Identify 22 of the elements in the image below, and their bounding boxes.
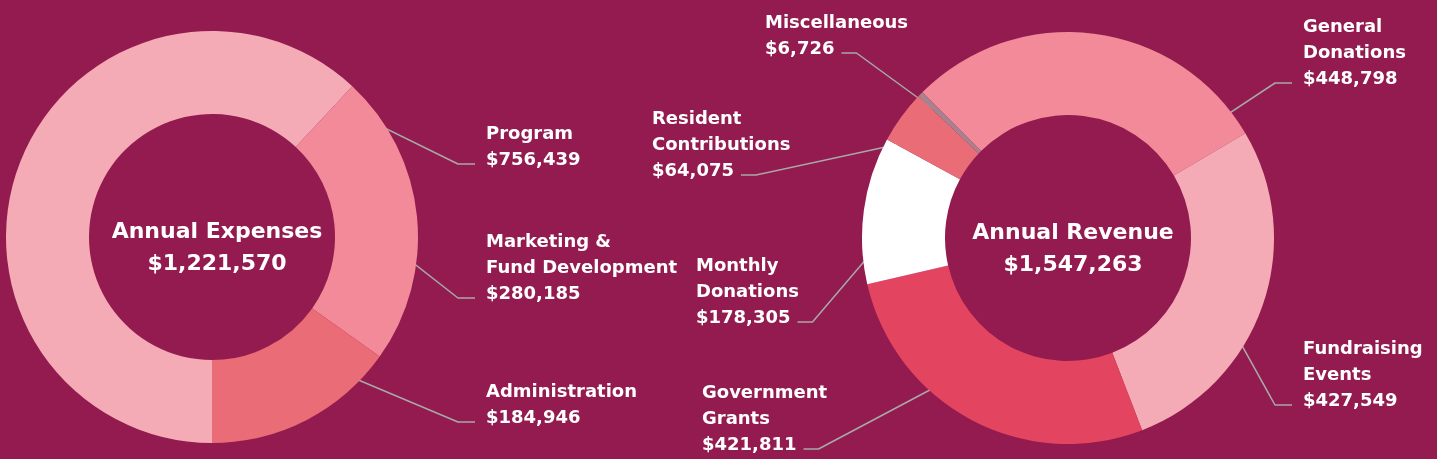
data-label: $421,811 xyxy=(702,432,797,454)
slice-label: Marketing & Fund Development xyxy=(486,229,678,277)
slice-label: Program xyxy=(486,121,574,143)
data-label: $756,439 xyxy=(486,147,581,169)
text: $1,547,263 xyxy=(1003,250,1143,276)
data-label: $6,726 xyxy=(765,36,835,58)
slice-label: Administration xyxy=(486,379,638,401)
data-label: $184,946 xyxy=(486,405,581,427)
slice-label: Miscellaneous xyxy=(765,10,909,32)
slice-label: General Donations xyxy=(1303,14,1406,62)
text: Annual Expenses xyxy=(111,217,323,243)
slice-label: Fundraising Events xyxy=(1303,336,1423,384)
data-label: $427,549 xyxy=(1303,388,1398,410)
slice-label: Monthly Donations xyxy=(696,253,799,301)
text: Annual Revenue xyxy=(972,218,1174,244)
slice-label: Government Grants xyxy=(702,380,828,428)
text: $1,221,570 xyxy=(147,249,287,275)
slice-label: Resident Contributions xyxy=(652,106,791,154)
data-label: $64,075 xyxy=(652,158,734,180)
data-label: $448,798 xyxy=(1303,66,1398,88)
data-label: $280,185 xyxy=(486,281,581,303)
data-label: $178,305 xyxy=(696,305,791,327)
